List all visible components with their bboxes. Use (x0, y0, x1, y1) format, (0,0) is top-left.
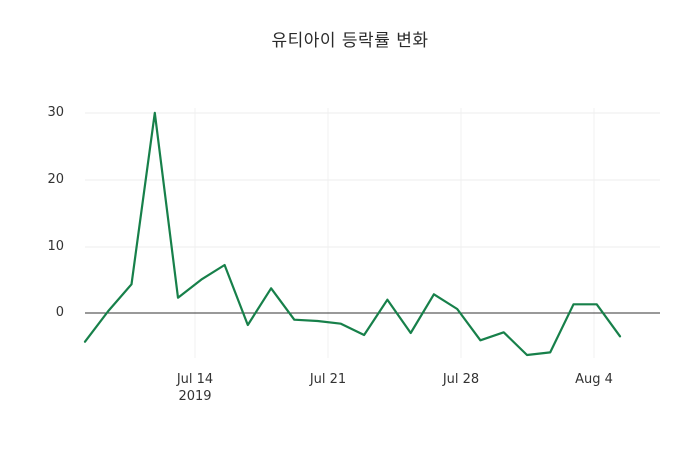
x-axis-tick-jul-28-label: Jul 28 (442, 372, 480, 387)
y-axis-tick-0: 0 (55, 305, 64, 320)
chart-title: 유티아이 등락률 변화 (271, 31, 429, 51)
y-axis-tick-10: 10 (47, 239, 64, 254)
x-axis-tick-jul-28: Jul 28 (406, 371, 516, 388)
x-axis-tick-jul-14: Jul 14 2019 (140, 371, 250, 405)
gridlines-vertical (194, 108, 595, 358)
y-axis-tick-20: 20 (47, 172, 64, 187)
x-axis-tick-aug-4-label: Aug 4 (575, 372, 613, 387)
y-axis-tick-30: 30 (47, 105, 64, 120)
data-series-line (83, 111, 622, 357)
x-axis-tick-jul-14-label: Jul 14 (176, 372, 214, 387)
x-axis-tick-jul-21: Jul 21 (273, 371, 383, 388)
x-axis-tick-aug-4: Aug 4 (539, 371, 649, 388)
gridlines-horizontal (85, 112, 660, 248)
x-axis-tick-year-2019: 2019 (178, 389, 212, 404)
x-axis-tick-jul-21-label: Jul 21 (309, 372, 347, 387)
